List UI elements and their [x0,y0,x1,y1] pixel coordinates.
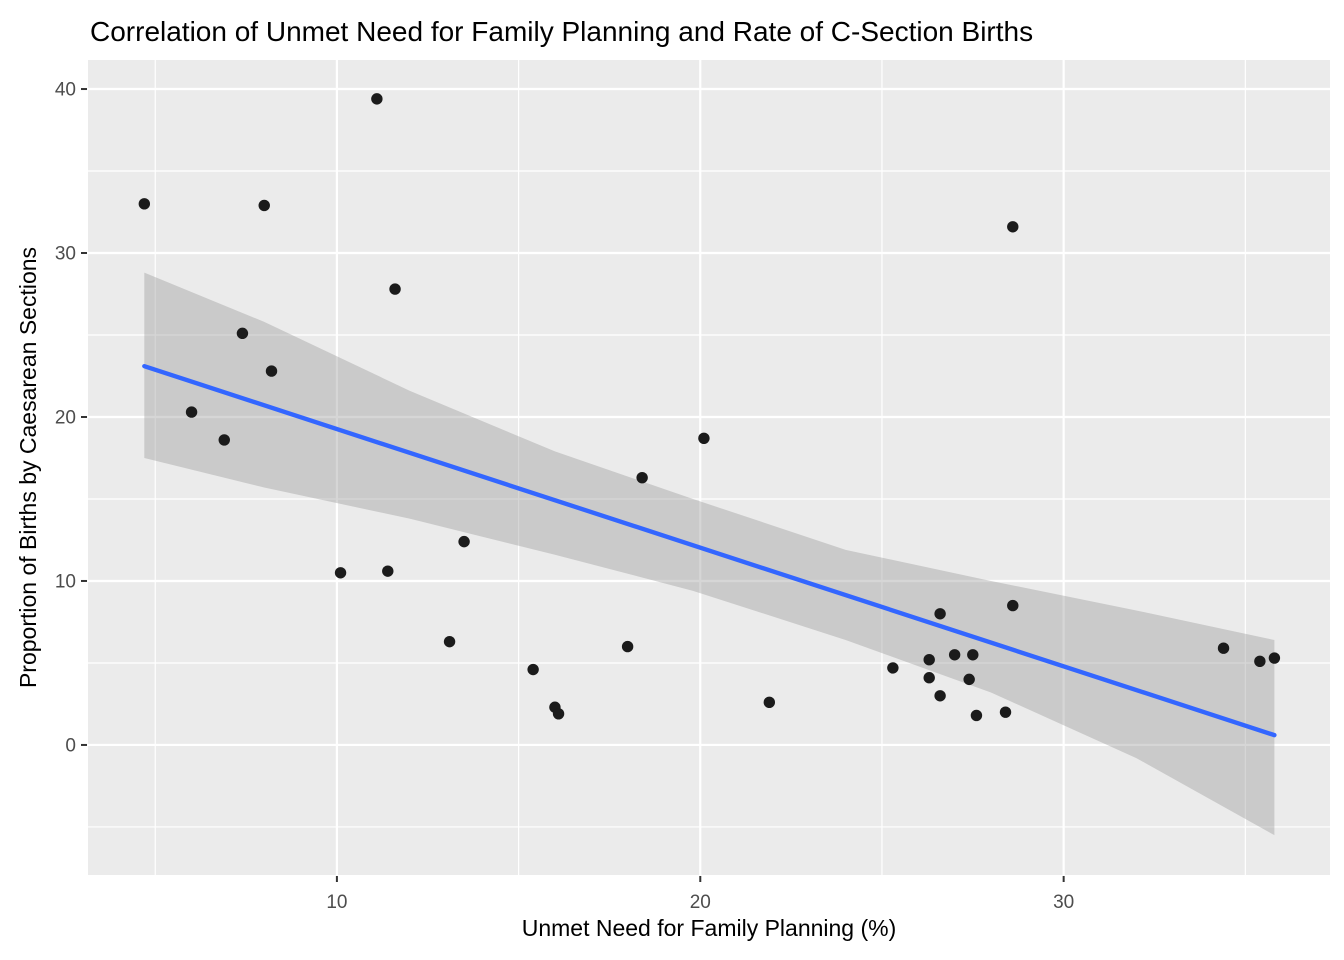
data-point [963,673,975,686]
data-point [763,696,776,709]
plot-panel [88,60,1330,875]
y-tick-label: 40 [55,80,76,101]
data-point [934,690,946,702]
data-point [967,649,979,661]
x-tick-label: 20 [690,892,711,913]
data-point [887,662,899,674]
data-point [458,535,470,548]
data-point [236,327,249,340]
data-point [258,199,270,212]
y-axis: 0 10 20 30 40 [55,80,87,756]
x-tick-label: 10 [326,892,347,913]
data-point [185,406,198,418]
data-point [948,649,961,661]
data-point [1217,642,1230,654]
x-axis: 10 20 30 [326,876,1074,913]
confidence-band [144,272,1275,836]
chart-title: Correlation of Unmet Need for Family Pla… [90,16,1033,47]
y-tick-label: 10 [55,571,76,592]
data-point [371,93,383,105]
data-point [1007,599,1019,612]
y-tick-label: 20 [55,407,76,428]
data-point [443,635,456,648]
data-point [621,640,634,653]
data-points [138,93,1281,722]
data-point [934,608,946,620]
data-point [999,706,1012,718]
data-point [970,709,983,722]
data-point [923,653,935,666]
data-point [1007,221,1019,233]
data-point [218,434,230,446]
data-point [334,567,347,579]
x-tick-label: 30 [1053,892,1074,913]
regression-line [142,363,1277,738]
data-point [1268,652,1281,664]
major-gridlines [88,60,1330,875]
data-point [527,663,539,676]
data-point [382,565,394,577]
y-tick-label: 30 [55,244,76,265]
data-point [923,672,935,684]
data-point [389,283,401,295]
data-point [265,365,278,377]
data-point [552,708,565,720]
data-point [698,432,710,445]
data-point [138,198,151,210]
data-point [1254,655,1266,668]
x-axis-title: Unmet Need for Family Planning (%) [522,915,897,941]
minor-gridlines [88,60,1330,875]
y-axis-title: Proportion of Births by Caesarean Sectio… [15,247,41,688]
y-tick-label: 0 [65,735,76,756]
data-point [636,471,648,484]
